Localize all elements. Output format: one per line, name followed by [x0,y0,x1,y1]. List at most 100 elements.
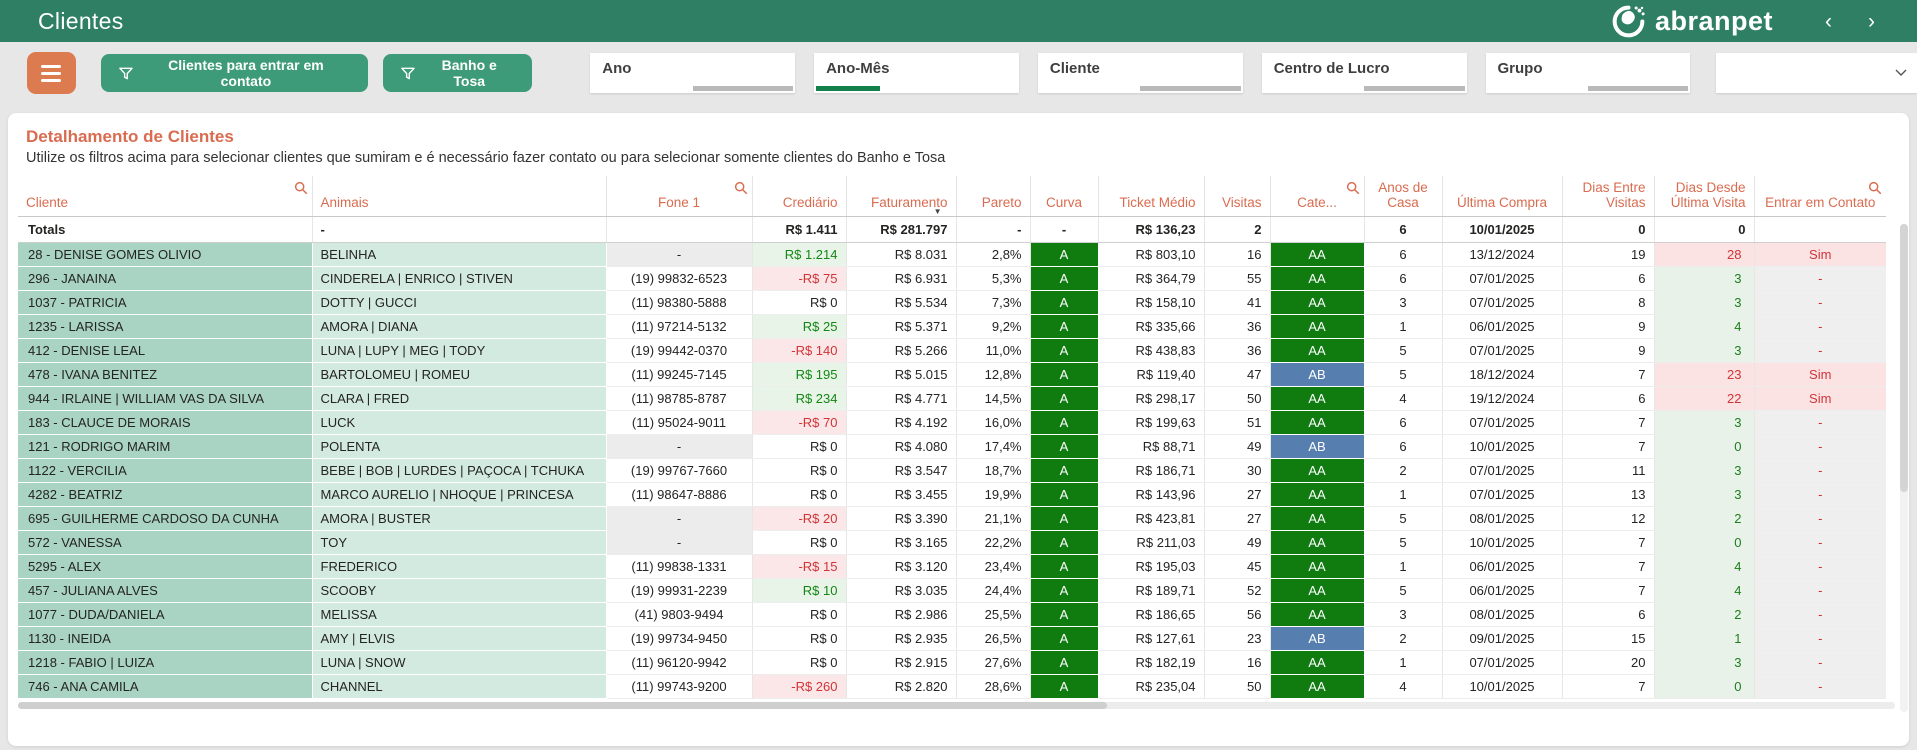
cell-dias_desde[interactable]: 3 [1654,290,1755,315]
cell-anos[interactable]: 6 [1364,266,1443,291]
cell-fone[interactable]: (11) 98380-5888 [606,290,753,315]
cell-curva[interactable]: A [1030,482,1099,507]
cell-fone[interactable]: - [606,434,753,459]
cell-cliente[interactable]: 1037 - PATRICIA [18,290,313,315]
cell-cliente[interactable]: 1077 - DUDA/DANIELA [18,602,313,627]
cell-visitas[interactable]: 27 [1204,506,1271,531]
cell-cate[interactable]: AA [1270,506,1365,531]
cell-faturamento[interactable]: R$ 2.986 [846,602,957,627]
cell-cate[interactable]: AA [1270,602,1365,627]
nav-back-arrow[interactable]: ‹ [1825,9,1832,33]
cell-curva[interactable]: A [1030,434,1099,459]
cell-anos[interactable]: 4 [1364,386,1443,411]
cell-dias_entre[interactable]: 20 [1562,650,1655,675]
column-header-ultima[interactable]: Última Compra [1442,176,1563,217]
cell-dias_entre[interactable]: 6 [1562,386,1655,411]
cell-dias_entre[interactable]: 8 [1562,290,1655,315]
cell-cliente[interactable]: 478 - IVANA BENITEZ [18,362,313,387]
cell-ticket[interactable]: R$ 298,17 [1098,386,1205,411]
cell-cliente[interactable]: 183 - CLAUCE DE MORAIS [18,410,313,435]
cell-ultima[interactable]: 08/01/2025 [1442,506,1563,531]
cell-cliente[interactable]: 412 - DENISE LEAL [18,338,313,363]
cell-animais[interactable]: BELINHA [312,242,607,267]
cell-ticket[interactable]: R$ 119,40 [1098,362,1205,387]
cell-pareto[interactable]: 25,5% [956,602,1031,627]
cell-cate[interactable]: AA [1270,458,1365,483]
cell-dias_entre[interactable]: 6 [1562,266,1655,291]
cell-ultima[interactable]: 07/01/2025 [1442,410,1563,435]
cell-curva[interactable]: A [1030,650,1099,675]
cell-faturamento[interactable]: R$ 6.931 [846,266,957,291]
cell-cate[interactable]: AB [1270,362,1365,387]
cell-fone[interactable]: (19) 99832-6523 [606,266,753,291]
cell-dias_desde[interactable]: 0 [1654,530,1755,555]
cell-dias_entre[interactable]: 15 [1562,626,1655,651]
cell-pareto[interactable]: 27,6% [956,650,1031,675]
cell-pareto[interactable]: 14,5% [956,386,1031,411]
cell-faturamento[interactable]: R$ 3.165 [846,530,957,555]
cell-cate[interactable]: AA [1270,290,1365,315]
cell-cate[interactable]: AB [1270,626,1365,651]
cell-curva[interactable]: A [1030,554,1099,579]
cell-dias_desde[interactable]: 3 [1654,458,1755,483]
cell-contato[interactable]: - [1754,458,1886,483]
cell-animais[interactable]: CINDERELA | ENRICO | STIVEN [312,266,607,291]
cell-pareto[interactable]: 24,4% [956,578,1031,603]
column-header-cliente[interactable]: Cliente [18,176,313,217]
cell-fone[interactable]: (19) 99442-0370 [606,338,753,363]
cell-anos[interactable]: 5 [1364,362,1443,387]
cell-contato[interactable]: Sim [1754,386,1886,411]
cell-pareto[interactable]: 5,3% [956,266,1031,291]
cell-visitas[interactable]: 30 [1204,458,1271,483]
cell-cate[interactable]: AA [1270,386,1365,411]
cell-pareto[interactable]: 26,5% [956,626,1031,651]
slicer-ano[interactable]: Ano [590,53,796,93]
cell-visitas[interactable]: 51 [1204,410,1271,435]
cell-dias_entre[interactable]: 12 [1562,506,1655,531]
cell-dias_desde[interactable]: 28 [1654,242,1755,267]
cell-cliente[interactable]: 1235 - LARISSA [18,314,313,339]
cell-ticket[interactable]: R$ 335,66 [1098,314,1205,339]
cell-pareto[interactable]: 22,2% [956,530,1031,555]
cell-anos[interactable]: 5 [1364,578,1443,603]
cell-contato[interactable]: - [1754,290,1886,315]
cell-dias_entre[interactable]: 6 [1562,602,1655,627]
cell-ultima[interactable]: 07/01/2025 [1442,650,1563,675]
cell-faturamento[interactable]: R$ 5.266 [846,338,957,363]
cell-crediario[interactable]: R$ 0 [752,434,847,459]
cell-cliente[interactable]: 121 - RODRIGO MARIM [18,434,313,459]
cell-dias_desde[interactable]: 0 [1654,434,1755,459]
cell-pareto[interactable]: 16,0% [956,410,1031,435]
cell-ticket[interactable]: R$ 438,83 [1098,338,1205,363]
cell-ticket[interactable]: R$ 186,71 [1098,458,1205,483]
cell-fone[interactable]: (11) 95024-9011 [606,410,753,435]
cell-faturamento[interactable]: R$ 4.771 [846,386,957,411]
cell-animais[interactable]: LUCK [312,410,607,435]
cell-faturamento[interactable]: R$ 4.192 [846,410,957,435]
cell-anos[interactable]: 3 [1364,602,1443,627]
cell-crediario[interactable]: R$ 0 [752,626,847,651]
cell-contato[interactable]: - [1754,530,1886,555]
cell-ticket[interactable]: R$ 186,65 [1098,602,1205,627]
cell-fone[interactable]: (11) 99743-9200 [606,674,753,699]
cell-visitas[interactable]: 50 [1204,386,1271,411]
cell-animais[interactable]: LUNA | SNOW [312,650,607,675]
banho-e-tosa-filter-button[interactable]: Banho e Tosa [383,54,533,92]
cell-pareto[interactable]: 2,8% [956,242,1031,267]
cell-dias_desde[interactable]: 4 [1654,314,1755,339]
cell-ticket[interactable]: R$ 803,10 [1098,242,1205,267]
cell-cliente[interactable]: 944 - IRLAINE | WILLIAM VAS DA SILVA [18,386,313,411]
column-header-anos[interactable]: Anos de Casa [1364,176,1443,217]
cell-animais[interactable]: DOTTY | GUCCI [312,290,607,315]
cell-visitas[interactable]: 16 [1204,650,1271,675]
cell-visitas[interactable]: 27 [1204,482,1271,507]
cell-animais[interactable]: SCOOBY [312,578,607,603]
cell-visitas[interactable]: 16 [1204,242,1271,267]
column-header-fone[interactable]: Fone 1 [606,176,753,217]
cell-curva[interactable]: A [1030,386,1099,411]
cell-crediario[interactable]: R$ 1.214 [752,242,847,267]
cell-pareto[interactable]: 21,1% [956,506,1031,531]
cell-dias_desde[interactable]: 3 [1654,266,1755,291]
cell-anos[interactable]: 2 [1364,626,1443,651]
empty-dropdown[interactable] [1716,53,1917,93]
